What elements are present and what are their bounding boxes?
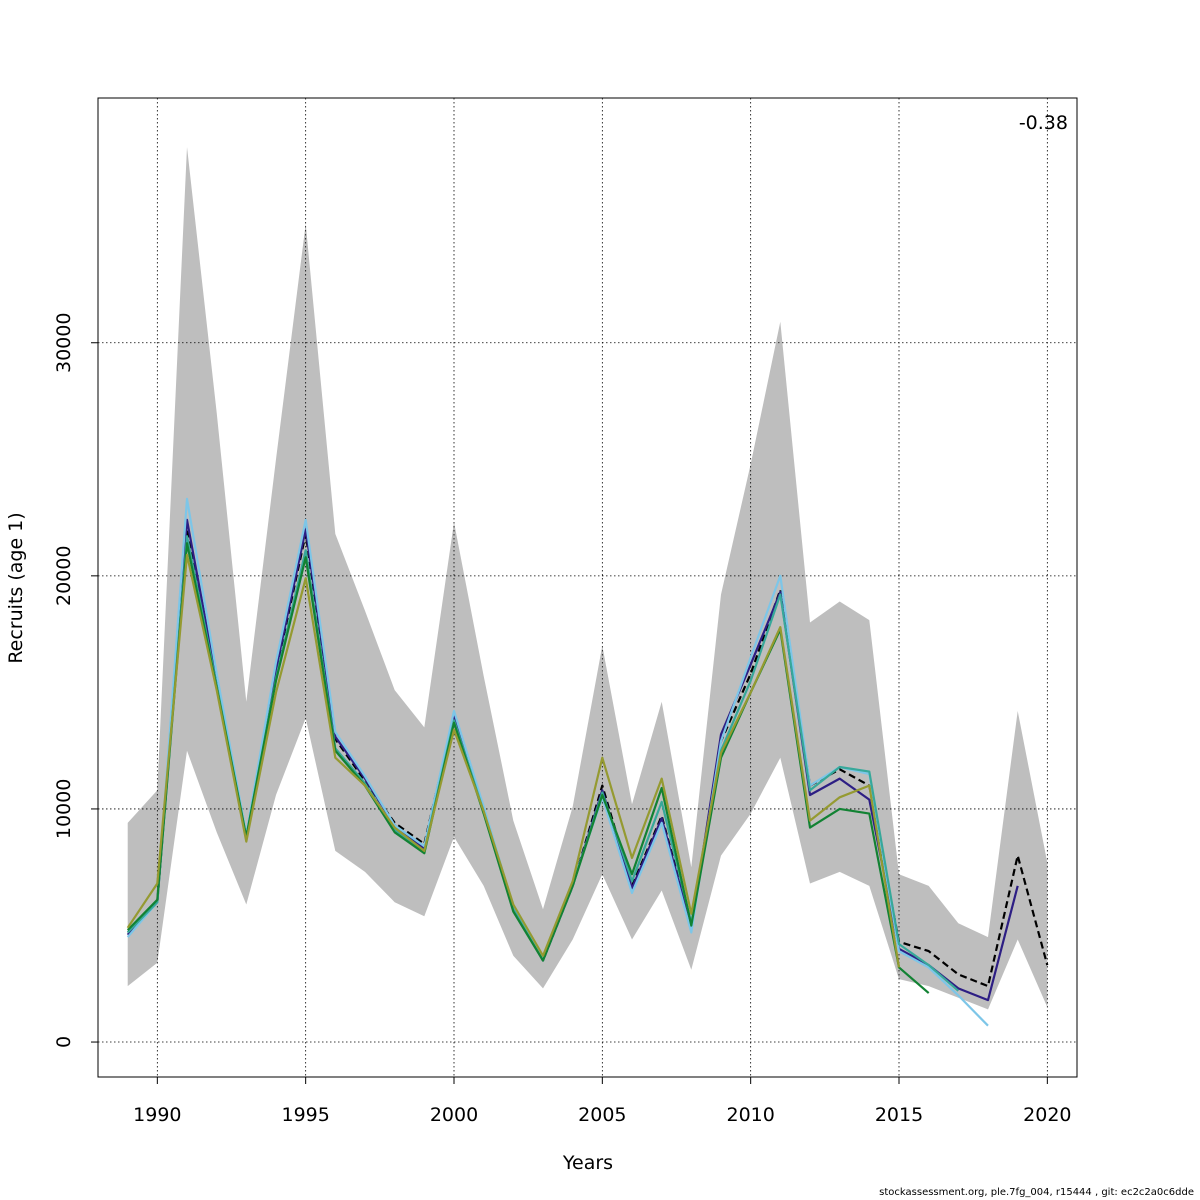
x-axis-title: Years xyxy=(562,1152,613,1174)
x-tick-label-1990: 1990 xyxy=(133,1104,181,1126)
x-tick-label-2020: 2020 xyxy=(1023,1104,1071,1126)
plot-frame xyxy=(97,97,1078,1078)
x-tick-label-2015: 2015 xyxy=(875,1104,923,1126)
x-tick-label-2010: 2010 xyxy=(726,1104,774,1126)
x-tick-label-2005: 2005 xyxy=(578,1104,626,1126)
y-tick-label-0: 0 xyxy=(53,1036,75,1048)
y-tick-label-20000: 20000 xyxy=(53,546,75,606)
grid-layer xyxy=(98,98,1077,1077)
confidence-band xyxy=(127,147,1048,1010)
axis-layer: 1990 1995 2000 2005 2010 2015 2020 0 10000 20000 3… xyxy=(53,313,1072,1126)
footer-credit: stockassessment.org, ple.7fg_004, r15444… xyxy=(879,1187,1194,1198)
series-line-6 xyxy=(126,553,901,968)
y-tick-label-10000: 10000 xyxy=(53,779,75,839)
rho-annotation: -0.38 xyxy=(1019,112,1068,134)
x-tick-label-2000: 2000 xyxy=(430,1104,478,1126)
y-tick-label-30000: 30000 xyxy=(53,313,75,373)
x-tick-label-1995: 1995 xyxy=(281,1104,329,1126)
series-layer xyxy=(126,497,1049,1027)
y-axis-title: Recruits (age 1) xyxy=(5,512,27,663)
confidence-band-layer xyxy=(127,147,1048,1010)
